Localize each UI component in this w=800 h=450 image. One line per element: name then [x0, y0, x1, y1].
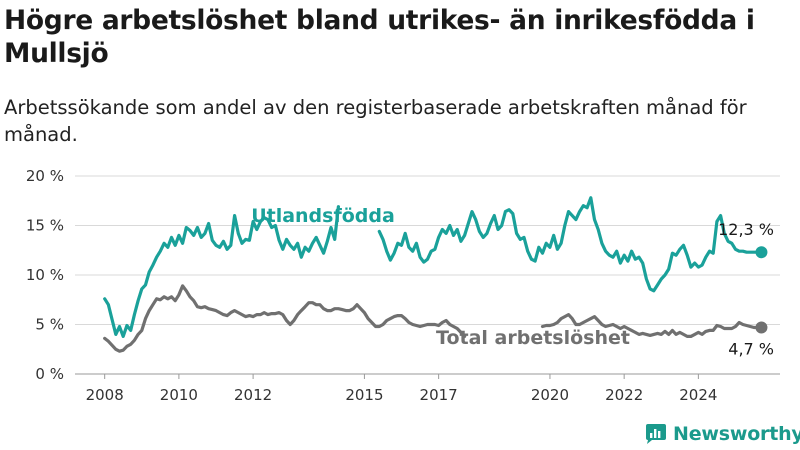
series-name-label: Total arbetslöshet	[436, 327, 630, 349]
x-tick-label: 2010	[160, 386, 198, 404]
gridlines	[75, 175, 780, 375]
series-end-point	[755, 246, 768, 259]
x-tick-label: 2008	[86, 386, 124, 404]
y-tick-label: 20 %	[26, 167, 64, 185]
x-tick-label: 2024	[679, 386, 717, 404]
y-tick-label: 15 %	[26, 217, 64, 235]
brand-name: Newsworthy	[673, 423, 800, 445]
series-line	[103, 284, 763, 353]
series-end-point	[755, 321, 768, 334]
newsworthy-logo-icon	[646, 424, 666, 444]
x-tick-label: 2012	[234, 386, 272, 404]
y-tick-label: 0 %	[35, 365, 64, 383]
x-tick-label: 2022	[605, 386, 643, 404]
x-tick-label: 2017	[420, 386, 458, 404]
series-lines	[103, 196, 768, 353]
series-line	[103, 196, 763, 338]
x-axis-ticks: 2008 2010 2012 2015 2017 2020 2022 2024	[86, 374, 717, 404]
chart-subtitle: Arbetssökande som andel av den registerb…	[4, 96, 747, 146]
y-tick-label: 10 %	[26, 266, 64, 284]
newsworthy-logo: Newsworthy	[645, 420, 800, 448]
x-tick-label: 2015	[345, 386, 383, 404]
y-tick-label: 5 %	[35, 316, 64, 334]
series-labels: 12,3 % 4,7 % Utlandsfödda Total arbetslöshe…	[251, 205, 774, 358]
chart-title: Högre arbetslöshet bland utrikes- än inr…	[4, 5, 755, 69]
y-axis-ticks: 0 % 5 % 10 % 15 % 20 %	[26, 167, 64, 383]
series-end-value: 4,7 %	[728, 339, 774, 358]
series-end-value: 12,3 %	[718, 220, 774, 239]
x-tick-label: 2020	[531, 386, 569, 404]
series-name-label: Utlandsfödda	[251, 205, 395, 227]
